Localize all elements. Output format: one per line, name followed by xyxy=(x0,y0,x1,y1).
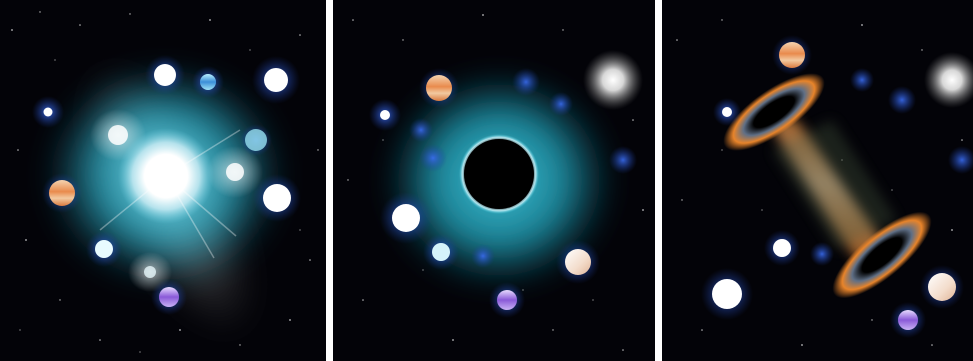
binary-black-hole-icon xyxy=(662,0,973,361)
colliding-black-holes-panel xyxy=(662,0,973,361)
black-hole-icon xyxy=(333,0,655,361)
exploding-star-panel xyxy=(0,0,326,361)
black-hole-panel xyxy=(333,0,655,361)
supernova-icon xyxy=(0,0,326,361)
